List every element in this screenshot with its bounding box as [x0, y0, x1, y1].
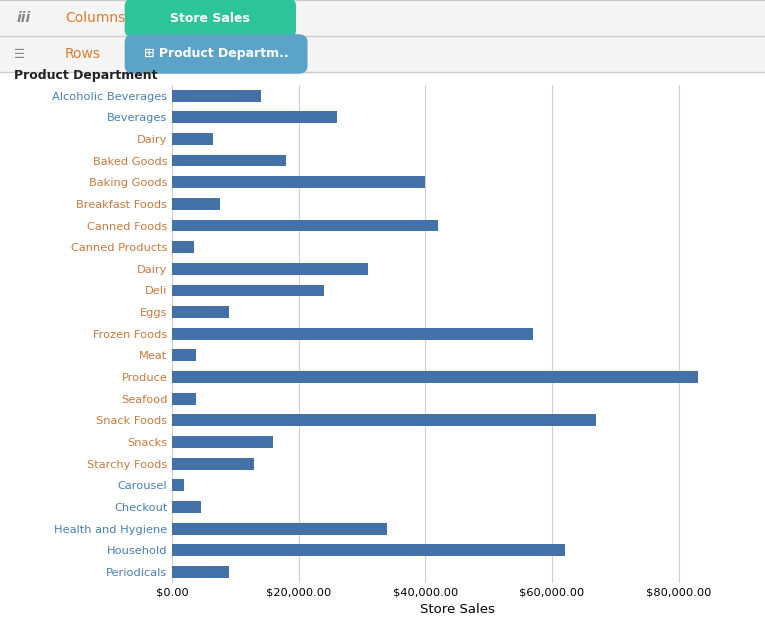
Bar: [172, 285, 324, 296]
Text: Product Department: Product Department: [14, 69, 158, 82]
Bar: [172, 328, 533, 340]
Bar: [172, 458, 255, 469]
Bar: [172, 263, 369, 275]
Text: iii: iii: [17, 11, 31, 25]
Bar: [172, 198, 220, 210]
Bar: [172, 566, 230, 578]
Bar: [172, 306, 230, 318]
Bar: [172, 241, 194, 253]
Text: Rows: Rows: [65, 47, 101, 61]
Bar: [172, 523, 387, 534]
Bar: [172, 480, 184, 491]
Bar: [172, 155, 286, 166]
Text: Columns: Columns: [65, 11, 125, 25]
Bar: [172, 90, 261, 101]
Bar: [172, 220, 438, 231]
Bar: [172, 176, 425, 188]
Bar: [172, 436, 273, 448]
Bar: [172, 350, 196, 361]
Bar: [172, 393, 196, 404]
Bar: [172, 133, 213, 145]
Bar: [172, 111, 337, 123]
Text: ⊞ Product Departm..: ⊞ Product Departm..: [144, 48, 288, 61]
Text: ☰: ☰: [14, 48, 25, 61]
X-axis label: Store Sales: Store Sales: [420, 603, 494, 616]
Text: Store Sales: Store Sales: [171, 11, 250, 24]
Bar: [172, 501, 200, 513]
Bar: [172, 415, 597, 426]
Bar: [172, 545, 565, 556]
Bar: [172, 371, 698, 383]
